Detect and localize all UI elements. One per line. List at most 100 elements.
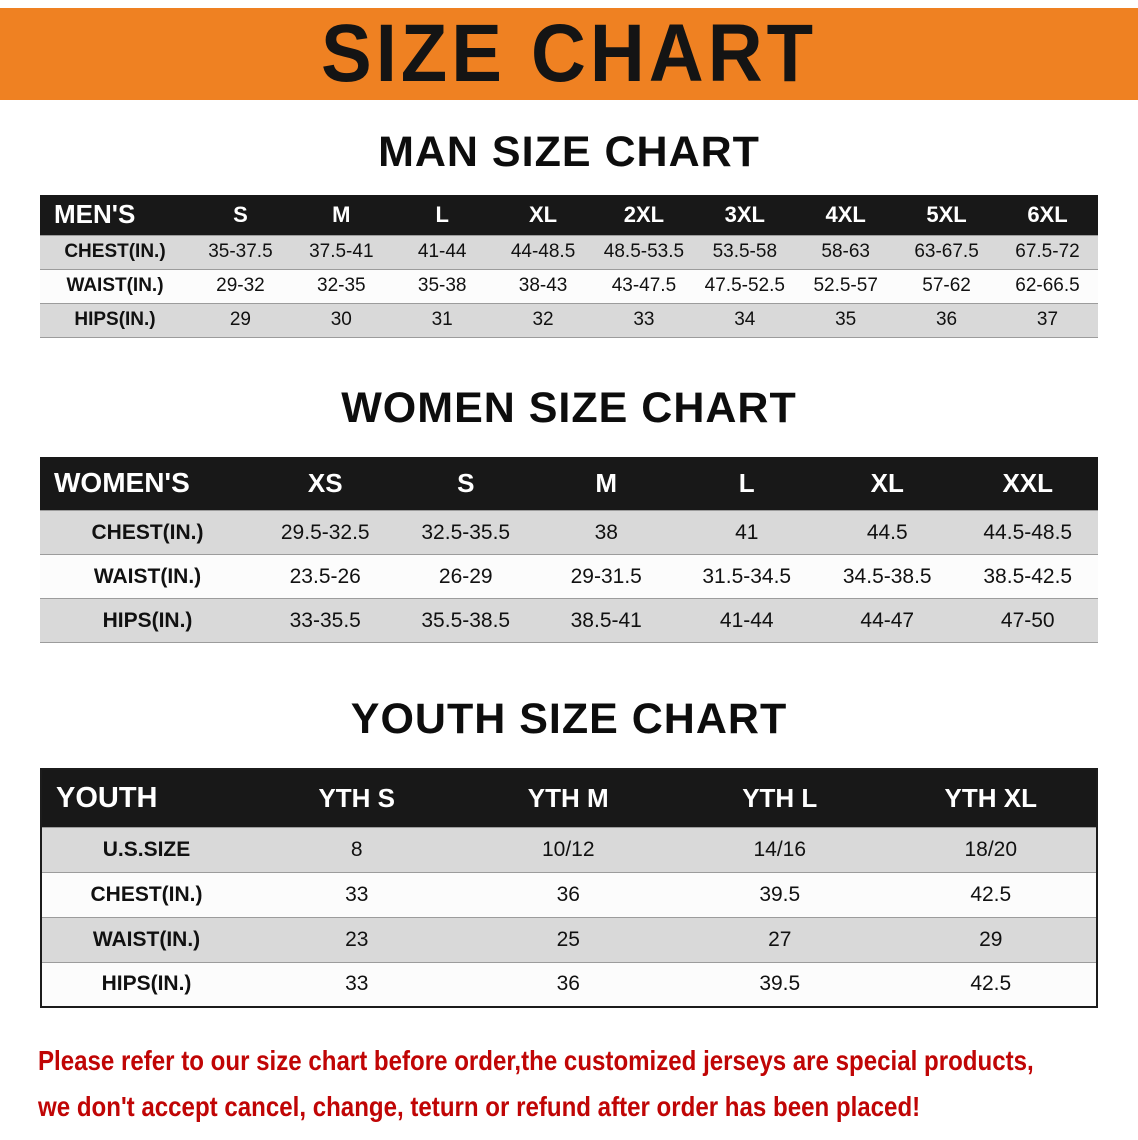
men-size-column-header: S (190, 195, 291, 235)
women-size-column-header: XXL (957, 456, 1098, 511)
youth-table-title: YOUTH (41, 769, 251, 827)
header-row: MEN'S S M L XL 2XL 3XL 4XL 5XL 6XL (40, 195, 1098, 235)
size-chart-page: SIZE CHART MAN SIZE CHART MEN'S S M L XL 2XL 3X… (0, 8, 1138, 1130)
women-table-body: CHEST(IN.) 29.5-32.5 32.5-35.5 38 41 44.5 44.5… (40, 510, 1098, 643)
size-value-cell: 27 (674, 916, 886, 963)
size-value-cell: 25 (462, 916, 674, 963)
size-value-cell: 44.5 (817, 510, 958, 555)
size-value-cell: 36 (896, 302, 997, 338)
youth-size-column-header: YTH S (251, 769, 463, 827)
size-value-cell: 47-50 (957, 598, 1098, 643)
men-table-header: MEN'S S M L XL 2XL 3XL 4XL 5XL 6XL (40, 195, 1098, 235)
size-value-cell: 67.5-72 (997, 234, 1098, 270)
youth-table-body: U.S.SIZE 8 10/12 14/16 18/20 CHEST(IN.) 33 36 39… (41, 826, 1097, 1008)
size-value-cell: 18/20 (885, 826, 1097, 873)
men-size-column-header: 4XL (795, 195, 897, 235)
size-value-cell: 29-31.5 (536, 554, 677, 599)
size-value-cell: 26-29 (395, 554, 536, 599)
table-row: CHEST(IN.) 35-37.5 37.5-41 41-44 44-48.5 48.5… (40, 234, 1098, 270)
size-value-cell: 63-67.5 (896, 234, 997, 270)
size-value-cell: 33 (593, 302, 695, 338)
sections-container: MAN SIZE CHART MEN'S S M L XL 2XL 3XL 4XL 5XL 6XL C… (0, 128, 1138, 1008)
size-value-cell: 29 (885, 916, 1097, 963)
men-size-column-header: XL (492, 195, 594, 235)
size-value-cell: 29 (190, 302, 291, 338)
women-table-title: WOMEN'S (40, 456, 255, 511)
measurement-row-label: HIPS(IN.) (40, 302, 190, 338)
size-value-cell: 33-35.5 (255, 598, 396, 643)
women-size-column-header: XL (817, 456, 958, 511)
youth-table-header: YOUTH YTH S YTH M YTH L YTH XL (41, 769, 1097, 827)
size-value-cell: 8 (251, 826, 463, 873)
footer-note-line-1: Please refer to our size chart before or… (38, 1045, 1034, 1076)
size-value-cell: 52.5-57 (795, 268, 897, 304)
men-size-column-header: 6XL (997, 195, 1098, 235)
men-size-column-header: M (290, 195, 392, 235)
table-row: CHEST(IN.) 29.5-32.5 32.5-35.5 38 41 44.5 44.5… (40, 510, 1098, 555)
men-section-heading: MAN SIZE CHART (378, 128, 760, 176)
size-value-cell: 38-43 (492, 268, 594, 304)
men-size-column-header: L (391, 195, 493, 235)
table-row: HIPS(IN.) 33 36 39.5 42.5 (41, 961, 1097, 1008)
men-size-column-header: 3XL (694, 195, 796, 235)
footer-note: Please refer to our size chart before or… (38, 1038, 1138, 1130)
size-value-cell: 36 (462, 871, 674, 918)
youth-size-column-header: YTH L (674, 769, 886, 827)
size-value-cell: 29.5-32.5 (255, 510, 396, 555)
size-value-cell: 38.5-42.5 (957, 554, 1098, 599)
size-value-cell: 23 (251, 916, 463, 963)
header-row: YOUTH YTH S YTH M YTH L YTH XL (41, 769, 1097, 827)
header-row: WOMEN'S XS S M L XL XXL (40, 456, 1098, 511)
size-value-cell: 34 (694, 302, 796, 338)
youth-size-chart-section: YOUTH SIZE CHART YOUTH YTH S YTH M YTH L YTH … (0, 695, 1138, 1008)
size-value-cell: 30 (290, 302, 392, 338)
youth-size-column-header: YTH M (462, 769, 674, 827)
size-value-cell: 33 (251, 871, 463, 918)
size-value-cell: 44.5-48.5 (957, 510, 1098, 555)
size-value-cell: 32-35 (290, 268, 392, 304)
size-value-cell: 37 (997, 302, 1098, 338)
measurement-row-label: WAIST(IN.) (40, 268, 190, 304)
size-value-cell: 36 (462, 961, 674, 1008)
table-row: CHEST(IN.) 33 36 39.5 42.5 (41, 871, 1097, 918)
size-value-cell: 38.5-41 (536, 598, 677, 643)
size-value-cell: 41-44 (391, 234, 493, 270)
size-value-cell: 34.5-38.5 (817, 554, 958, 599)
size-value-cell: 23.5-26 (255, 554, 396, 599)
size-value-cell: 38 (536, 510, 677, 555)
men-size-column-header: 5XL (896, 195, 997, 235)
size-value-cell: 33 (251, 961, 463, 1008)
men-size-chart-section: MAN SIZE CHART MEN'S S M L XL 2XL 3XL 4XL 5XL 6XL C… (0, 128, 1138, 338)
measurement-row-label: U.S.SIZE (41, 826, 251, 873)
size-value-cell: 35 (795, 302, 897, 338)
table-row: WAIST(IN.) 29-32 32-35 35-38 38-43 43-47.5 47.… (40, 268, 1098, 304)
size-value-cell: 35.5-38.5 (395, 598, 536, 643)
women-size-table: WOMEN'S XS S M L XL XXL CHEST(IN.) 29.5-32.5 32.5… (40, 456, 1098, 643)
size-value-cell: 53.5-58 (694, 234, 796, 270)
table-row: U.S.SIZE 8 10/12 14/16 18/20 (41, 826, 1097, 873)
size-value-cell: 58-63 (795, 234, 897, 270)
measurement-row-label: HIPS(IN.) (40, 598, 255, 643)
men-size-table: MEN'S S M L XL 2XL 3XL 4XL 5XL 6XL CHEST(IN.) 35-37… (40, 195, 1098, 338)
men-size-column-header: 2XL (593, 195, 695, 235)
men-table-title: MEN'S (40, 195, 190, 235)
footer-note-line-2: we don't accept cancel, change, teturn o… (38, 1091, 921, 1123)
size-value-cell: 29-32 (190, 268, 291, 304)
size-value-cell: 43-47.5 (593, 268, 695, 304)
measurement-row-label: HIPS(IN.) (41, 961, 251, 1008)
size-value-cell: 14/16 (674, 826, 886, 873)
size-value-cell: 44-47 (817, 598, 958, 643)
men-table-body: CHEST(IN.) 35-37.5 37.5-41 41-44 44-48.5 48.5… (40, 234, 1098, 338)
size-value-cell: 10/12 (462, 826, 674, 873)
size-value-cell: 31.5-34.5 (676, 554, 817, 599)
size-value-cell: 35-38 (391, 268, 493, 304)
size-value-cell: 41 (676, 510, 817, 555)
women-size-column-header: S (395, 456, 536, 511)
size-value-cell: 41-44 (676, 598, 817, 643)
women-section-heading: WOMEN SIZE CHART (341, 383, 797, 432)
size-value-cell: 32.5-35.5 (395, 510, 536, 555)
size-value-cell: 48.5-53.5 (593, 234, 695, 270)
women-size-chart-section: WOMEN SIZE CHART WOMEN'S XS S M L XL XXL CHEST(I… (0, 383, 1138, 643)
measurement-row-label: WAIST(IN.) (40, 554, 255, 599)
youth-size-column-header: YTH XL (885, 769, 1097, 827)
